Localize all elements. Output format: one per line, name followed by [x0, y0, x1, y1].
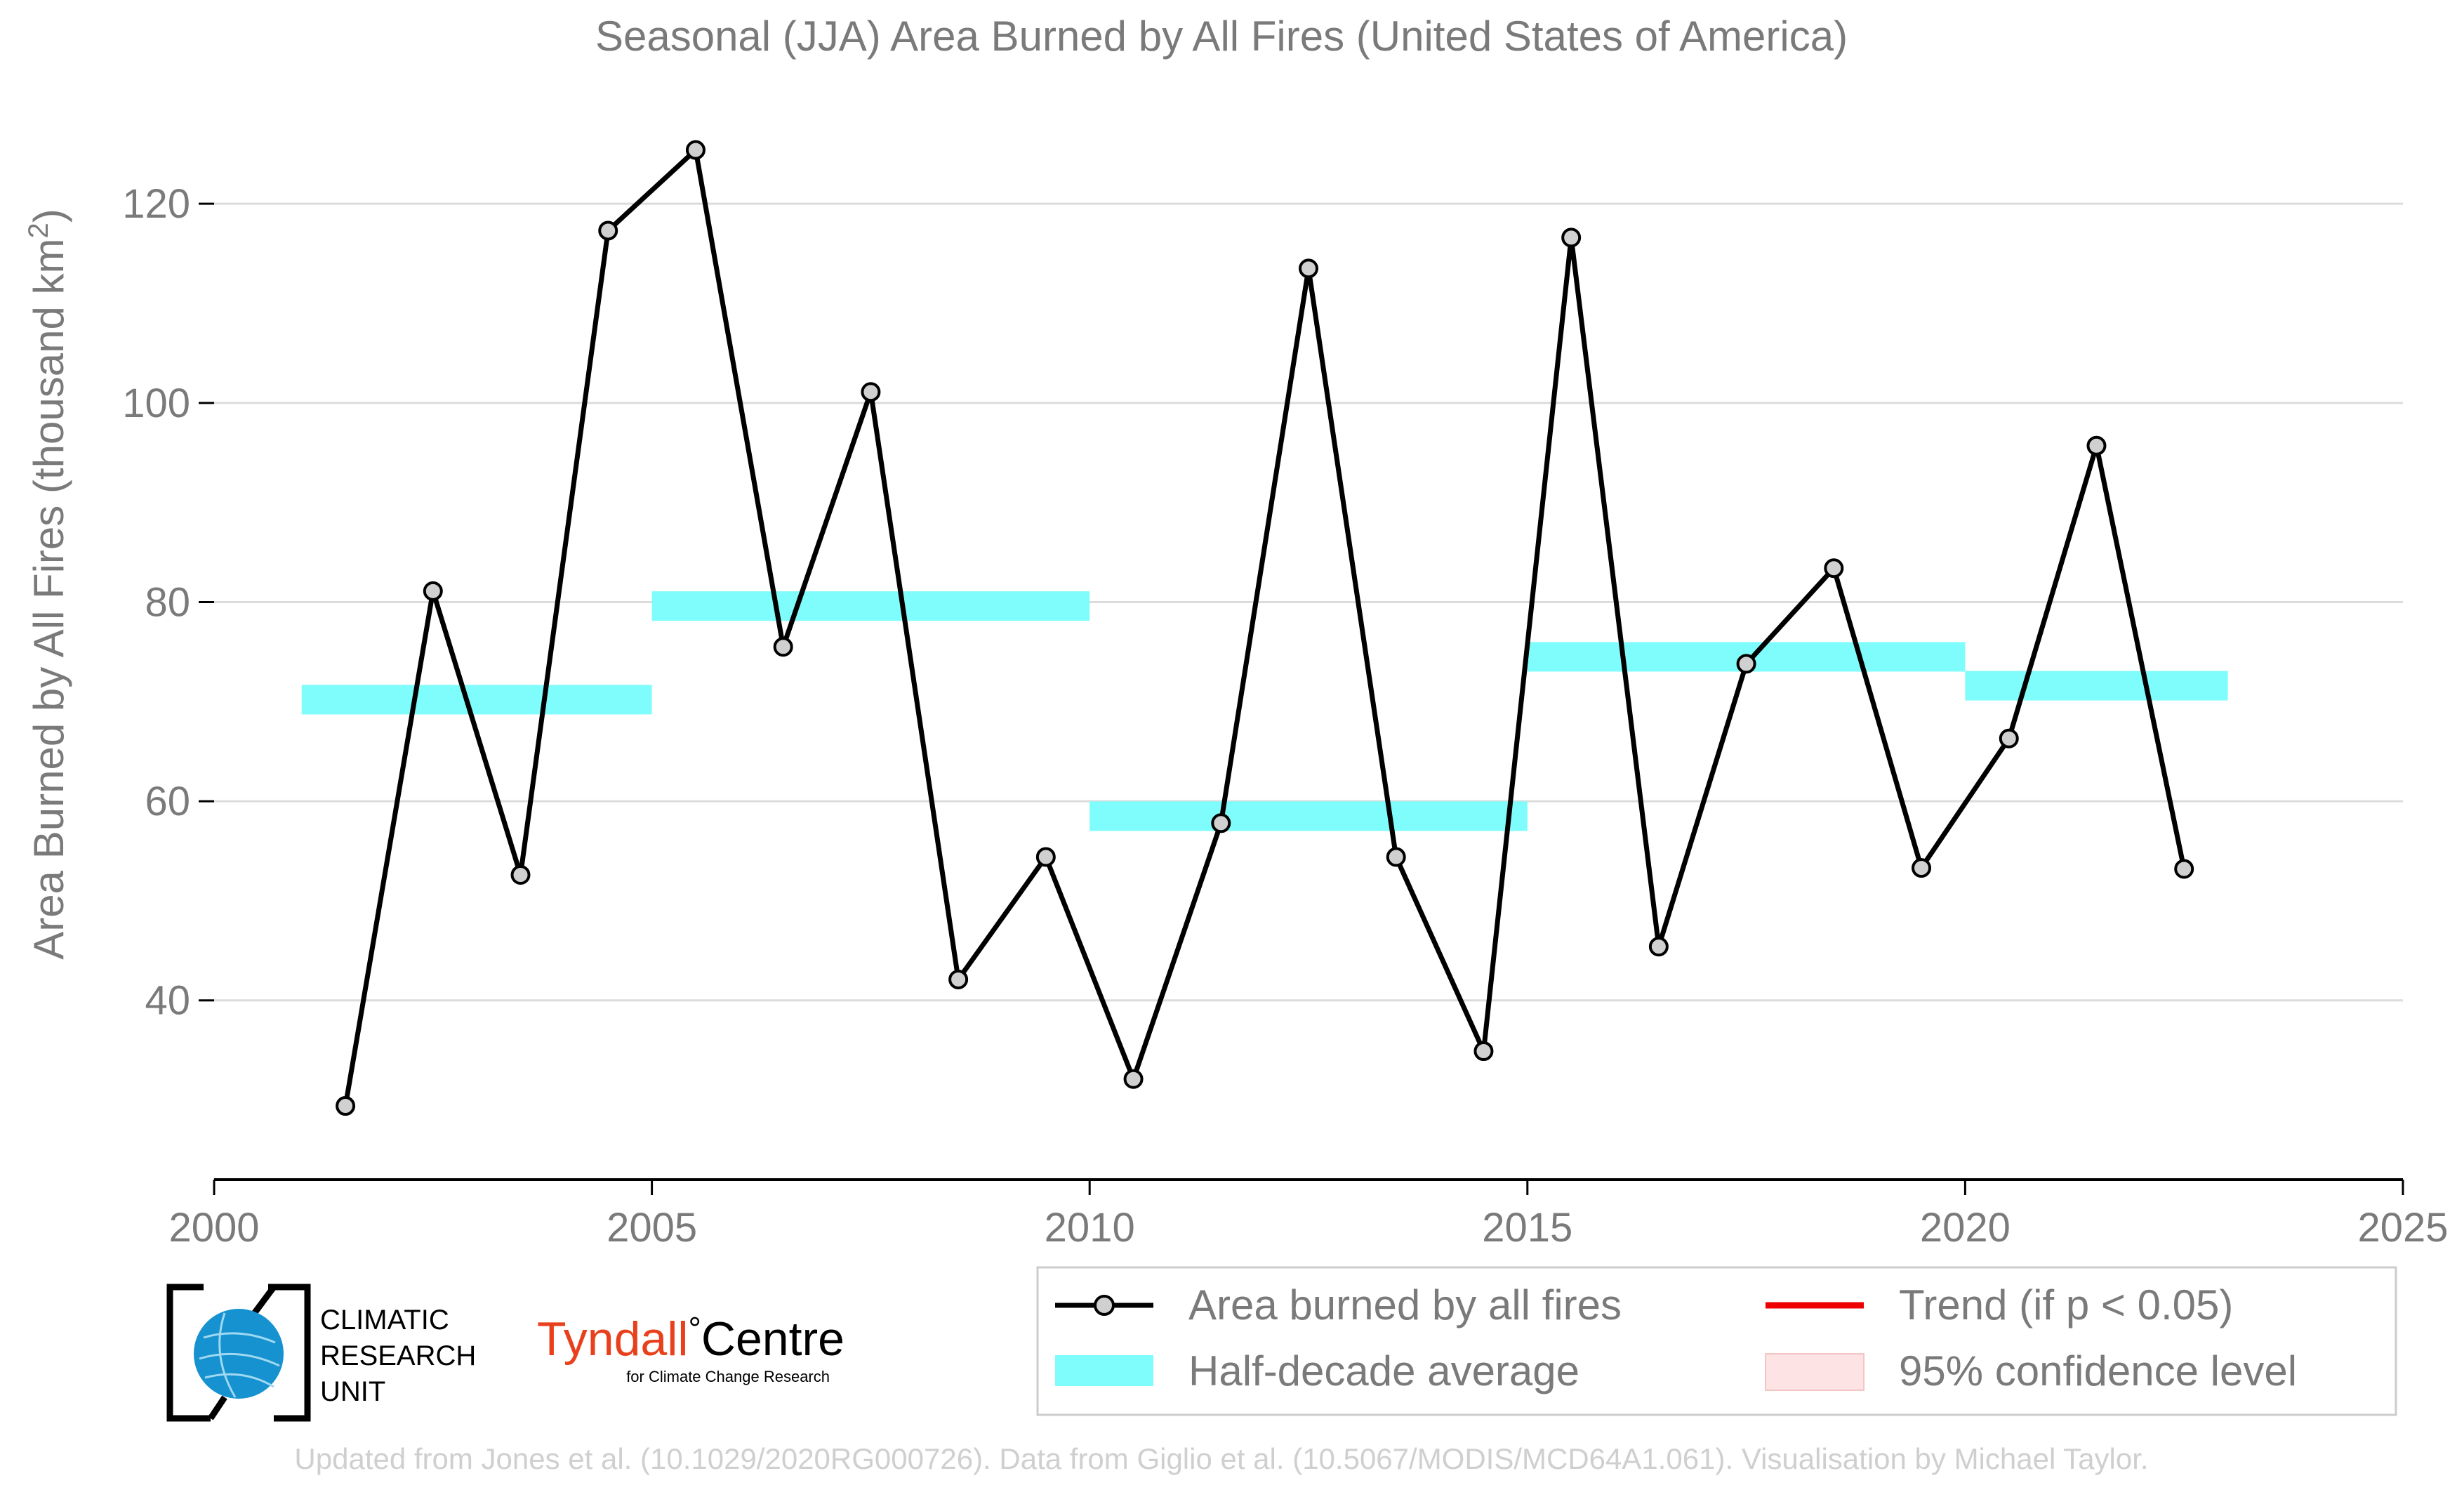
data-point [1648, 937, 1669, 957]
half-decade-band [1965, 671, 2228, 701]
half-decade-band [301, 685, 652, 715]
x-tick-label: 2010 [1045, 1205, 1135, 1251]
legend-label-trend: Trend (if p < 0.05) [1899, 1281, 2233, 1328]
legend-halfdecade-swatch [1055, 1355, 1153, 1386]
data-point [1736, 654, 1756, 674]
y-tick-label: 80 [145, 579, 190, 625]
data-point [423, 581, 443, 601]
data-point [948, 969, 969, 989]
data-point [1561, 227, 1582, 248]
legend: Area burned by all fires Half-decade ave… [1036, 1266, 2397, 1416]
legend-ci-swatch [1765, 1353, 1864, 1391]
x-tick-label: 2015 [1482, 1205, 1572, 1251]
data-point [336, 1096, 356, 1116]
legend-label-line: Area burned by all fires [1188, 1281, 1622, 1328]
data-point [1473, 1041, 1494, 1062]
data-point [1912, 858, 1932, 878]
tyndall-logo: Tyndall°Centre for Climate Change Resear… [537, 1310, 844, 1385]
cru-line-3: UNIT [320, 1376, 385, 1407]
x-tick-label: 2025 [2357, 1205, 2448, 1251]
data-point [773, 637, 793, 657]
data-series [336, 140, 2194, 1116]
legend-label-ci: 95% confidence level [1899, 1347, 2297, 1394]
data-point [1123, 1069, 1144, 1089]
data-point [1211, 813, 1231, 833]
y-tick-label: 120 [122, 181, 190, 227]
legend-label-halfdecade: Half-decade average [1188, 1347, 1579, 1394]
data-point [1386, 847, 1406, 867]
tyndall-degree: ° [688, 1310, 701, 1347]
y-axis: 40 60 80 100 120 [122, 181, 214, 1024]
footer-credit: Updated from Jones et al. (10.1029/2020R… [294, 1442, 2148, 1475]
half-decade-band [1089, 801, 1528, 831]
data-point [1035, 847, 1056, 867]
data-point [685, 140, 706, 160]
legend-marker-swatch [1094, 1295, 1115, 1316]
y-tick-label: 60 [145, 779, 190, 824]
data-point [861, 382, 881, 402]
series-line [343, 145, 2187, 1107]
tyndall-word: Tyndall [537, 1312, 688, 1366]
data-point [598, 220, 618, 241]
x-tick-label: 2020 [1920, 1205, 2011, 1251]
chart-title: Seasonal (JJA) Area Burned by All Fires … [595, 13, 1848, 60]
cru-line-1: CLIMATIC [320, 1305, 449, 1336]
data-point [2086, 435, 2107, 456]
data-point [510, 865, 531, 885]
y-tick-label: 100 [122, 381, 190, 426]
cru-logo: CLIMATIC RESEARCH UNIT [166, 1284, 476, 1422]
data-point [1999, 728, 2019, 748]
half-decade-bands [301, 591, 2228, 831]
data-point [1824, 558, 1844, 579]
centre-word: Centre [701, 1312, 844, 1366]
svg-text:Tyndall°Centre: Tyndall°Centre [537, 1310, 844, 1366]
half-decade-band [651, 591, 1090, 621]
grid-lines [214, 202, 2403, 1002]
x-axis: 2000 2005 2010 2015 2020 2025 [168, 1178, 2449, 1251]
tyndall-subtitle: for Climate Change Research [626, 1368, 830, 1385]
cru-line-2: RESEARCH [320, 1340, 476, 1371]
data-point [2174, 859, 2194, 879]
data-point [1299, 258, 1318, 279]
x-tick-label: 2005 [607, 1205, 697, 1251]
x-tick-label: 2000 [168, 1205, 259, 1251]
y-axis-label: Area Burned by All Fires (thousand km2) [23, 209, 72, 959]
legend-box [1036, 1266, 2397, 1416]
y-tick-label: 40 [145, 978, 190, 1024]
